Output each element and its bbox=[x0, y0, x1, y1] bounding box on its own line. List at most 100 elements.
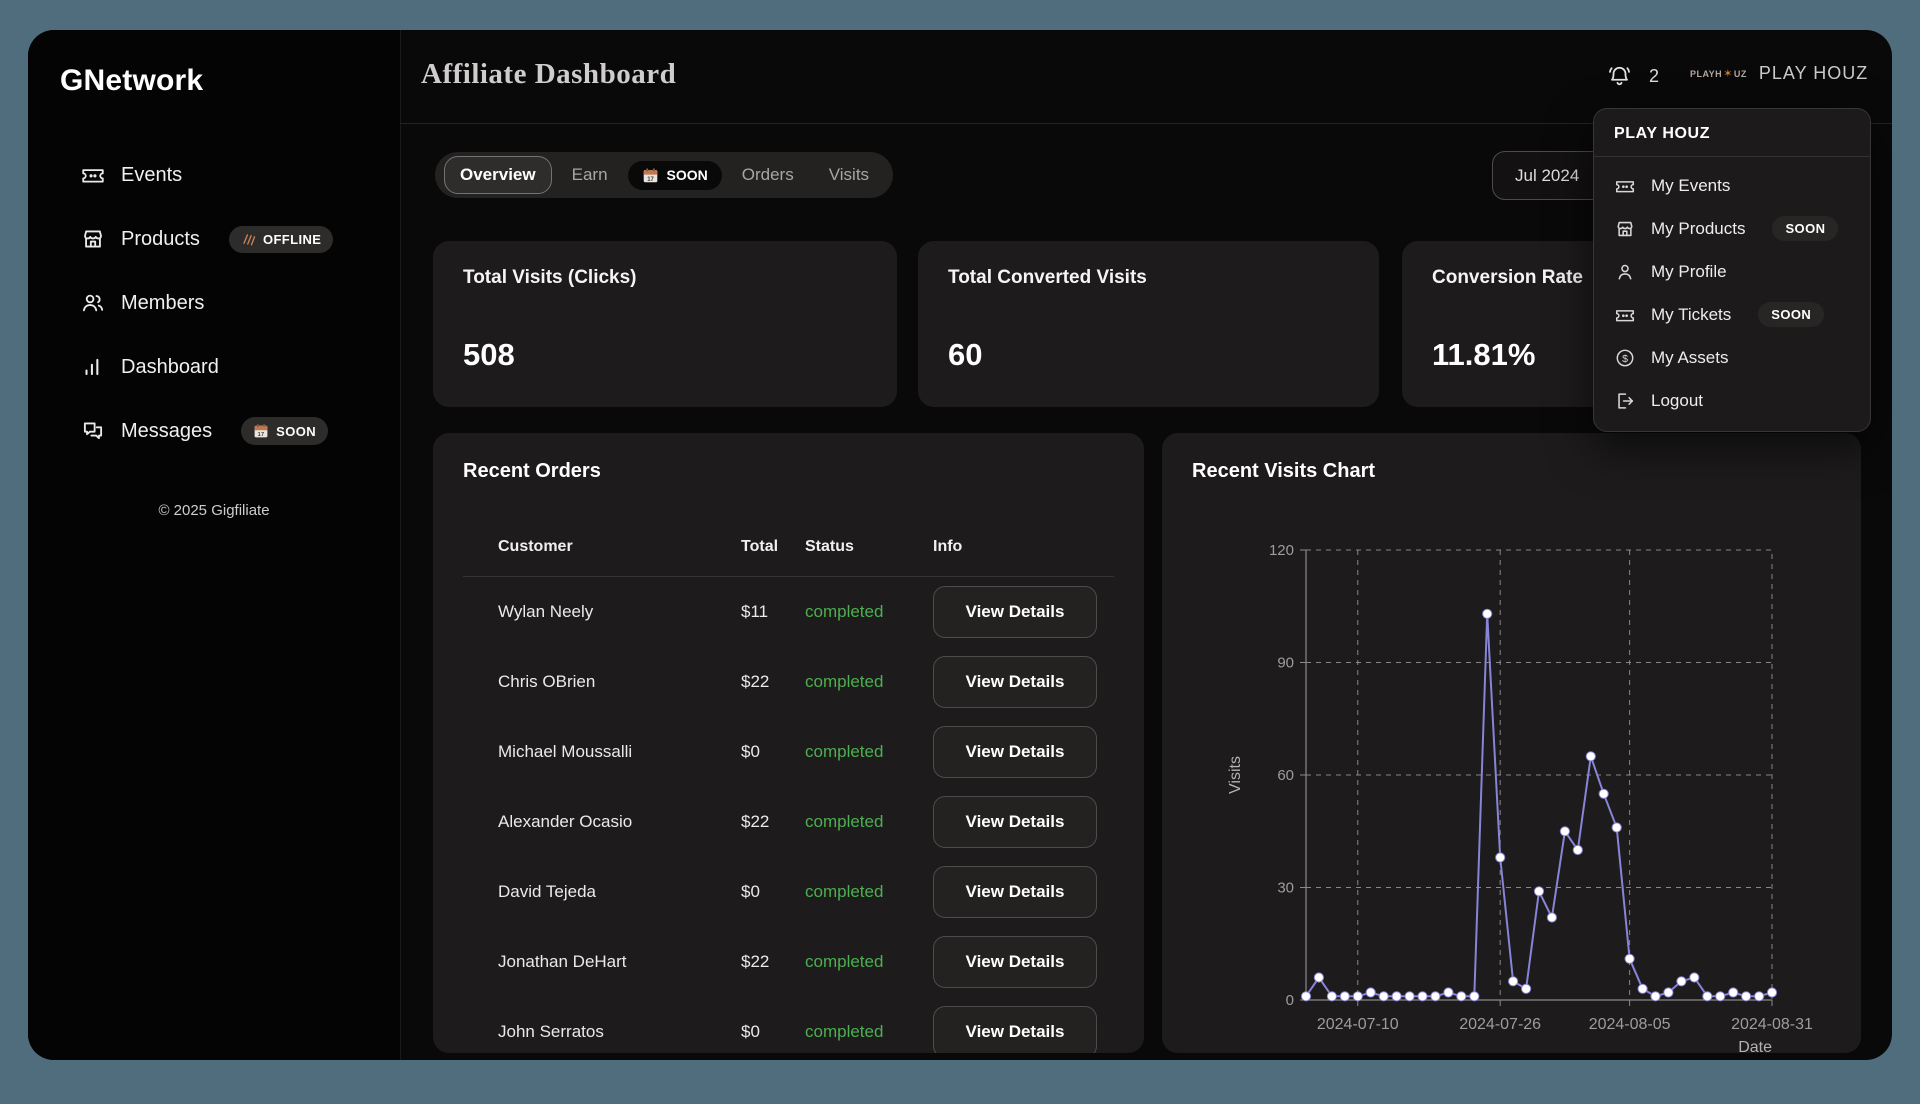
menu-item-label: My Assets bbox=[1651, 347, 1729, 367]
menu-item-my-tickets[interactable]: My Tickets SOON bbox=[1594, 293, 1870, 336]
menu-item-my-products[interactable]: My Products SOON bbox=[1594, 207, 1870, 250]
members-icon bbox=[82, 294, 104, 312]
cell-total: $22 bbox=[741, 952, 770, 971]
recent-orders-panel: Recent Orders Customer Total Status Info… bbox=[433, 433, 1144, 1053]
svg-text:17: 17 bbox=[258, 432, 265, 438]
sidebar-item-label: Members bbox=[121, 291, 205, 314]
sidebar-item-events[interactable]: Events bbox=[80, 152, 182, 198]
svg-text:2024-08-31: 2024-08-31 bbox=[1731, 1016, 1813, 1033]
cell-total: $11 bbox=[741, 602, 769, 621]
sidebar-item-dashboard[interactable]: Dashboard bbox=[80, 344, 219, 390]
svg-text:Visits: Visits bbox=[1227, 756, 1244, 794]
stat-card-total-visits: Total Visits (Clicks) 508 bbox=[433, 241, 897, 407]
view-details-button[interactable]: View Details bbox=[933, 726, 1097, 778]
earn-soon-badge[interactable]: 17 SOON bbox=[627, 160, 722, 190]
soon-badge: SOON bbox=[1758, 302, 1825, 327]
menu-item-label: My Tickets bbox=[1651, 304, 1732, 324]
svg-text:17: 17 bbox=[647, 176, 654, 182]
page-title: Affiliate Dashboard bbox=[421, 58, 677, 90]
sidebar-item-members[interactable]: Members bbox=[80, 280, 204, 326]
sidebar-item-products[interactable]: Products OFFLINE bbox=[80, 216, 334, 262]
cell-total: $22 bbox=[741, 672, 770, 691]
menu-item-my-profile[interactable]: My Profile bbox=[1594, 250, 1870, 293]
view-details-button[interactable]: View Details bbox=[933, 936, 1097, 988]
hatch-icon bbox=[243, 233, 256, 245]
calendar-icon: 17 bbox=[643, 167, 657, 182]
stat-label: Total Converted Visits bbox=[948, 267, 1147, 288]
table-row: Jonathan DeHart $22 completed View Detai… bbox=[433, 927, 1144, 997]
messages-soon-badge: 17 SOON bbox=[241, 417, 329, 445]
messages-icon bbox=[83, 422, 103, 440]
soon-badge: SOON bbox=[1772, 216, 1839, 241]
cell-customer: Michael Moussalli bbox=[498, 742, 633, 761]
view-details-button[interactable]: View Details bbox=[933, 1006, 1097, 1053]
tab-earn[interactable]: Earn bbox=[571, 165, 608, 184]
date-range-value: Jul 2024 bbox=[1515, 165, 1580, 185]
cell-customer: David Tejeda bbox=[498, 882, 596, 901]
svg-text:0: 0 bbox=[1286, 992, 1294, 1009]
account-button[interactable]: PLAYH ✶ UZ PLAY HOUZ bbox=[1690, 63, 1868, 84]
app-logo: GNetwork bbox=[60, 64, 204, 97]
store-icon bbox=[1617, 221, 1633, 236]
svg-text:2024-07-10: 2024-07-10 bbox=[1317, 1016, 1399, 1033]
col-info: Info bbox=[933, 538, 963, 555]
cell-customer: John Serratos bbox=[498, 1022, 604, 1041]
menu-title: PLAY HOUZ bbox=[1594, 109, 1870, 157]
table-row: John Serratos $0 completed View Details bbox=[433, 997, 1144, 1053]
sidebar-item-messages[interactable]: Messages 17 SOON bbox=[80, 408, 329, 454]
tab-overview[interactable]: Overview bbox=[444, 156, 552, 194]
notifications-button[interactable]: 2 bbox=[1606, 63, 1659, 90]
tab-bar: Overview Earn 17 SOON Orders Visits bbox=[435, 152, 894, 198]
cell-total: $0 bbox=[741, 1022, 760, 1041]
chart-title: Recent Visits Chart bbox=[1192, 460, 1376, 482]
menu-item-my-events[interactable]: My Events bbox=[1594, 164, 1870, 207]
stat-label: Total Visits (Clicks) bbox=[463, 267, 637, 288]
user-icon bbox=[1618, 264, 1632, 279]
recent-orders-title: Recent Orders bbox=[463, 460, 601, 482]
sidebar-item-label: Events bbox=[121, 163, 183, 186]
view-details-button[interactable]: View Details bbox=[933, 866, 1097, 918]
menu-item-my-assets[interactable]: $ My Assets bbox=[1594, 336, 1870, 379]
menu-item-logout[interactable]: Logout bbox=[1594, 379, 1870, 422]
bell-icon bbox=[1609, 66, 1630, 86]
account-name: PLAY HOUZ bbox=[1758, 63, 1869, 83]
dollar-icon: $ bbox=[1616, 349, 1634, 366]
view-details-button[interactable]: View Details bbox=[933, 656, 1097, 708]
tab-orders[interactable]: Orders bbox=[741, 165, 794, 184]
table-divider bbox=[463, 576, 1114, 577]
sidebar-item-label: Products bbox=[121, 227, 200, 250]
status-badge: completed bbox=[805, 672, 884, 691]
col-customer: Customer bbox=[498, 538, 573, 555]
ticket-icon bbox=[1615, 180, 1635, 192]
ticket-icon bbox=[1615, 309, 1635, 321]
status-badge: completed bbox=[805, 812, 884, 831]
app-window: GNetwork Events Products OFFLINE Members… bbox=[28, 30, 1892, 1060]
svg-text:$: $ bbox=[1622, 352, 1628, 364]
cell-customer: Jonathan DeHart bbox=[498, 952, 627, 971]
cell-customer: Wylan Neely bbox=[498, 602, 594, 621]
table-row: Alexander Ocasio $22 completed View Deta… bbox=[433, 787, 1144, 857]
stat-card-converted-visits: Total Converted Visits 60 bbox=[918, 241, 1379, 407]
svg-text:120: 120 bbox=[1269, 542, 1294, 559]
store-icon bbox=[84, 230, 102, 248]
svg-text:90: 90 bbox=[1277, 655, 1294, 672]
menu-item-label: Logout bbox=[1651, 390, 1703, 410]
logo-mark-icon: ✶ bbox=[1723, 68, 1733, 80]
visits-chart-svg: 0 30 60 90 120 2024-07-10 2024-07-26 2024-08-05… bbox=[1227, 542, 1813, 1053]
svg-text:2024-08-05: 2024-08-05 bbox=[1589, 1016, 1671, 1033]
menu-item-label: My Profile bbox=[1651, 261, 1727, 281]
col-total: Total bbox=[741, 538, 779, 555]
table-row: Michael Moussalli $0 completed View Deta… bbox=[433, 717, 1144, 787]
table-row: Chris OBrien $22 completed View Details bbox=[433, 647, 1144, 717]
sidebar-item-label: Messages bbox=[121, 419, 213, 442]
sidebar: GNetwork Events Products OFFLINE Members… bbox=[28, 30, 401, 1060]
view-details-button[interactable]: View Details bbox=[933, 586, 1097, 638]
svg-text:30: 30 bbox=[1277, 880, 1294, 897]
menu-item-label: My Events bbox=[1651, 175, 1731, 195]
status-badge: completed bbox=[805, 602, 884, 621]
sidebar-item-label: Dashboard bbox=[121, 355, 219, 378]
col-status: Status bbox=[805, 538, 854, 555]
tab-visits[interactable]: Visits bbox=[828, 165, 870, 184]
svg-text:60: 60 bbox=[1277, 767, 1294, 784]
view-details-button[interactable]: View Details bbox=[933, 796, 1097, 848]
